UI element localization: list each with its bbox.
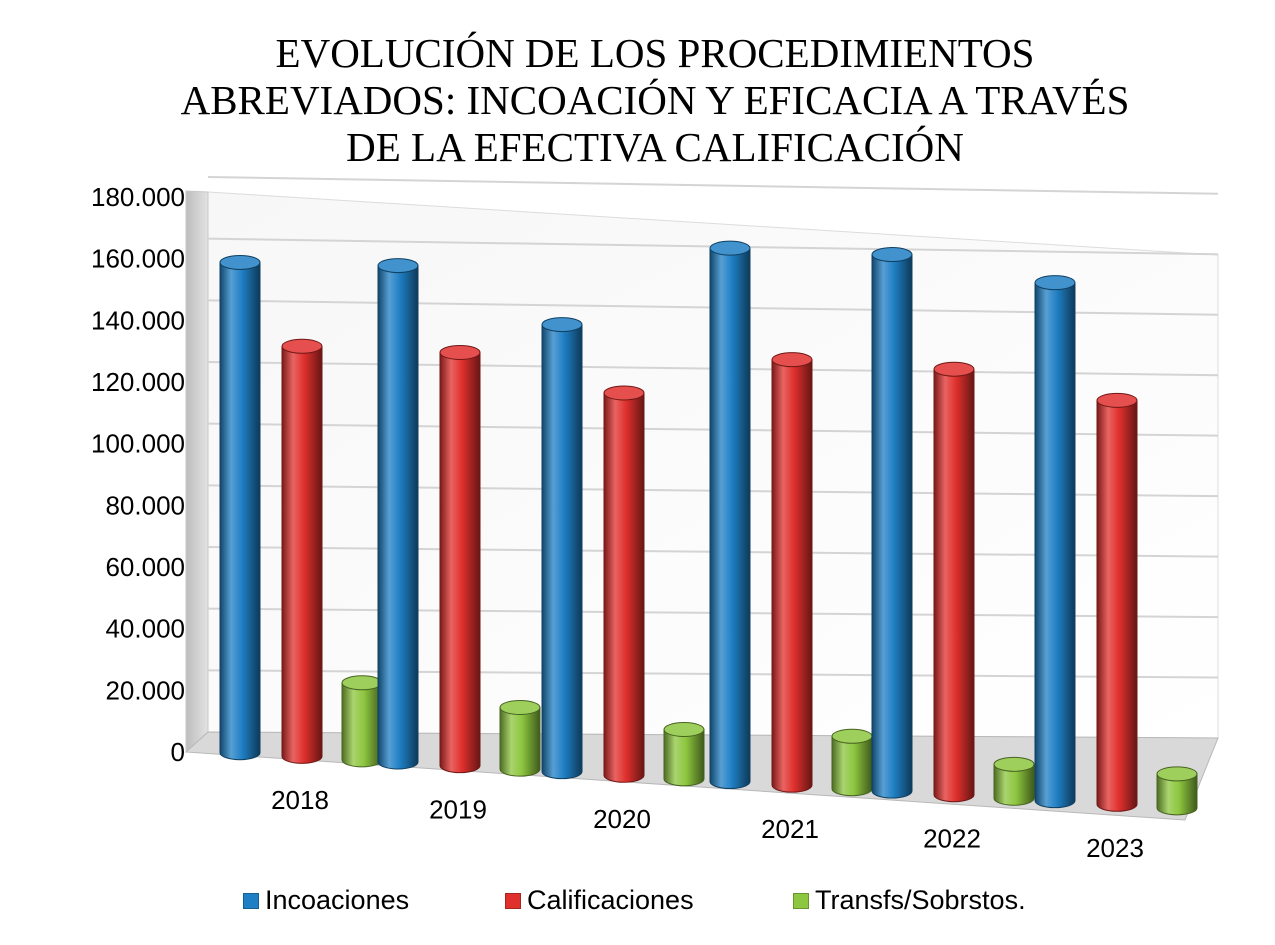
bar-transfssobrstos-2020 — [663, 721, 705, 787]
gridline — [207, 176, 1219, 195]
y-tick-label: 0 — [171, 737, 185, 767]
bar-incoaciones-2020 — [541, 317, 583, 780]
chart-title-line-2: ABREVIADOS: INCOACIÓN Y EFICACIA A TRAVÉ… — [180, 77, 1130, 123]
bar-calificaciones-2022 — [933, 361, 975, 803]
plot-side-wall — [185, 190, 209, 754]
y-tick-label: 140.000 — [91, 305, 185, 335]
x-tick-label: 2023 — [1086, 833, 1144, 863]
bar-transfssobrstos-2021 — [831, 728, 873, 797]
legend-item-calificaciones: Calificaciones — [505, 885, 694, 916]
x-tick-label: 2020 — [593, 804, 651, 834]
y-tick-label: 100.000 — [91, 429, 185, 459]
x-tick-label: 2021 — [761, 814, 819, 844]
legend-label-calificaciones: Calificaciones — [527, 885, 694, 915]
bar-incoaciones-2021 — [709, 240, 751, 789]
chart-title-line-3: DE LA EFECTIVA CALIFICACIÓN — [346, 124, 964, 170]
bar-calificaciones-2018 — [281, 338, 323, 764]
x-tick-label: 2019 — [429, 795, 487, 825]
legend-swatch-calificaciones — [505, 892, 521, 909]
x-tick-label: 2022 — [923, 824, 981, 854]
x-tick-label: 2018 — [271, 785, 329, 815]
bar-calificaciones-2023 — [1096, 392, 1138, 812]
bar-incoaciones-2019 — [377, 258, 419, 770]
legend-swatch-incoaciones — [243, 892, 259, 909]
legend-item-transfs: Transfs/Sobrstos. — [793, 885, 1026, 916]
y-tick-label: 180.000 — [91, 182, 185, 212]
bar-incoaciones-2018 — [219, 254, 261, 761]
y-tick-label: 20.000 — [105, 675, 185, 705]
legend-item-incoaciones: Incoaciones — [243, 885, 409, 916]
bar-calificaciones-2019 — [439, 344, 481, 774]
legend-swatch-transfs — [793, 892, 809, 909]
y-tick-label: 160.000 — [91, 244, 185, 274]
bar-chart: 0 20.000 40.000 60.000 80.000 100.000 120.000 1… — [91, 176, 1219, 863]
bar-transfssobrstos-2019 — [499, 700, 541, 777]
y-tick-label: 120.000 — [91, 367, 185, 397]
legend-label-transfs: Transfs/Sobrstos. — [815, 885, 1026, 915]
bar-transfssobrstos-2023 — [1156, 766, 1198, 816]
bar-transfssobrstos-2018 — [341, 675, 383, 768]
bar-incoaciones-2022 — [871, 247, 913, 799]
chart-title: EVOLUCIÓN DE LOS PROCEDIMIENTOS ABREVIAD… — [0, 30, 1275, 171]
bar-calificaciones-2021 — [771, 352, 813, 793]
legend-label-incoaciones: Incoaciones — [265, 885, 410, 915]
y-tick-label: 40.000 — [105, 614, 185, 644]
chart-title-line-1: EVOLUCIÓN DE LOS PROCEDIMIENTOS — [275, 30, 1035, 76]
y-tick-label: 80.000 — [105, 490, 185, 520]
legend: Incoaciones Calificaciones Transfs/Sobrs… — [0, 885, 1275, 925]
bar-calificaciones-2020 — [603, 385, 645, 783]
bar-transfssobrstos-2022 — [993, 756, 1035, 806]
bar-incoaciones-2023 — [1034, 275, 1076, 809]
y-tick-label: 60.000 — [105, 552, 185, 582]
